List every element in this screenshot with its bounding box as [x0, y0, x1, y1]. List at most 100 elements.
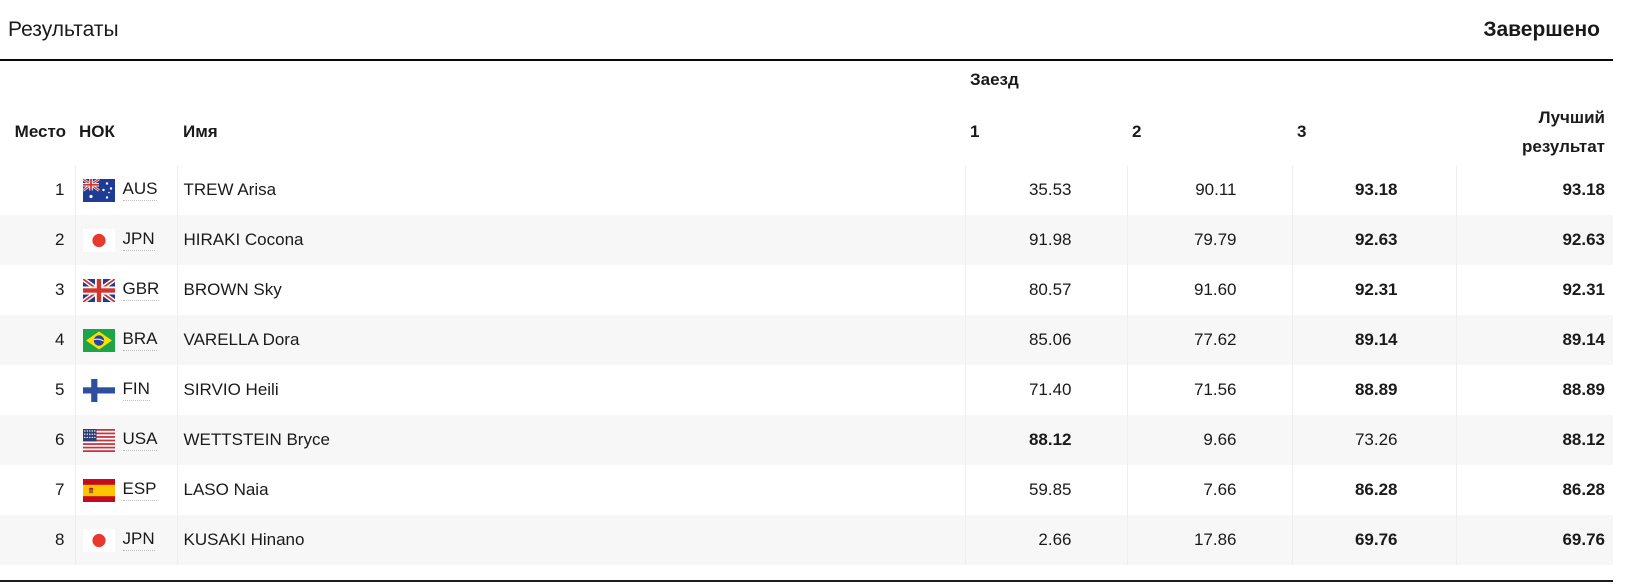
results-title: Результаты [8, 17, 119, 41]
run-1-score-cell: 2.66 [964, 515, 1127, 565]
run-3-score-cell: 88.89 [1291, 365, 1456, 415]
fin-flag-icon [82, 378, 115, 402]
noc-inner: FIN [76, 378, 177, 402]
place-cell: 3 [55, 280, 65, 299]
col-header-best: Лучший результат [1456, 99, 1613, 165]
run-1-score-cell: 85.06 [964, 315, 1127, 365]
header-spacer [0, 61, 965, 99]
results-table-body: 1 AUS TREW Arisa 35.53 90.11 93.18 93.18… [0, 165, 1613, 565]
noc-code[interactable]: ESP [122, 479, 157, 501]
noc-code[interactable]: GBR [122, 279, 160, 301]
run-group-label: Заезд [965, 61, 1456, 99]
noc-code[interactable]: BRA [122, 329, 158, 351]
result-row: 1 AUS TREW Arisa 35.53 90.11 93.18 93.18 [0, 165, 1613, 215]
results-table: Заезд Место НОК Имя 1 2 3 Лучший результ… [0, 61, 1613, 565]
place-cell: 4 [55, 330, 65, 349]
run-2-score-cell: 9.66 [1126, 415, 1292, 465]
noc-code[interactable]: USA [122, 429, 158, 451]
run-3-score-cell: 93.18 [1291, 165, 1456, 215]
bottom-divider [0, 580, 1613, 582]
place-cell: 7 [55, 480, 65, 499]
noc-cell: JPN [74, 515, 177, 565]
best-score-cell: 93.18 [1455, 165, 1613, 215]
best-score-cell: 69.76 [1455, 515, 1613, 565]
noc-cell: USA [74, 415, 177, 465]
noc-inner: GBR [76, 278, 177, 302]
noc-cell: FIN [74, 365, 177, 415]
status-label: Завершено [1483, 17, 1600, 41]
noc-inner: JPN [76, 228, 177, 252]
col-header-noc: НОК [75, 99, 177, 165]
athlete-name-cell: HIRAKI Cocona [176, 215, 965, 265]
place-cell: 1 [55, 180, 65, 199]
best-score-cell: 92.31 [1455, 265, 1613, 315]
run-1-score-cell: 71.40 [964, 365, 1127, 415]
best-score-cell: 88.12 [1455, 415, 1613, 465]
result-row: 7 ESP LASO Naia 59.85 7.66 86.28 86.28 [0, 465, 1613, 515]
col-header-place: Место [0, 99, 75, 165]
jpn-flag-icon [82, 528, 115, 552]
run-2-score-cell: 17.86 [1126, 515, 1292, 565]
noc-inner: ESP [76, 478, 177, 502]
results-table-header: Заезд Место НОК Имя 1 2 3 Лучший результ… [0, 61, 1613, 165]
header-spacer [1456, 61, 1613, 99]
results-titlebar: Результаты Завершено [0, 0, 1613, 61]
result-row: 5 FIN SIRVIO Heili 71.40 71.56 88.89 88.… [0, 365, 1613, 415]
noc-cell: AUS [74, 165, 177, 215]
noc-code[interactable]: JPN [122, 229, 155, 251]
result-row: 3 GBR BROWN Sky 80.57 91.60 92.31 92.31 [0, 265, 1613, 315]
run-3-score-cell: 86.28 [1291, 465, 1456, 515]
athlete-name-cell: LASO Naia [176, 465, 965, 515]
run-1-score-cell: 80.57 [964, 265, 1127, 315]
run-2-score-cell: 90.11 [1126, 165, 1292, 215]
noc-inner: JPN [76, 528, 177, 552]
noc-code[interactable]: FIN [122, 379, 150, 401]
col-header-name: Имя [177, 99, 965, 165]
run-3-score-cell: 92.63 [1291, 215, 1456, 265]
run-1-score-cell: 59.85 [964, 465, 1127, 515]
athlete-name-cell: TREW Arisa [176, 165, 965, 215]
result-row: 6 USA WETTSTEIN Bryce 88.12 9.66 73.26 8… [0, 415, 1613, 465]
noc-inner: BRA [76, 328, 177, 352]
run-group-header-row: Заезд [0, 61, 1613, 99]
col-header-run-2: 2 [1127, 99, 1292, 165]
place-cell: 6 [55, 430, 65, 449]
best-score-cell: 92.63 [1455, 215, 1613, 265]
col-header-run-3: 3 [1292, 99, 1456, 165]
jpn-flag-icon [82, 228, 115, 252]
best-score-cell: 86.28 [1455, 465, 1613, 515]
result-row: 4 BRA VARELLA Dora 85.06 77.62 89.14 89.… [0, 315, 1613, 365]
run-1-score-cell: 91.98 [964, 215, 1127, 265]
athlete-name-cell: SIRVIO Heili [176, 365, 965, 415]
column-header-row: Место НОК Имя 1 2 3 Лучший результат [0, 99, 1613, 165]
run-2-score-cell: 7.66 [1126, 465, 1292, 515]
place-cell: 2 [55, 230, 65, 249]
noc-cell: JPN [74, 215, 177, 265]
results-panel: Результаты Завершено Заезд Место НОК Имя… [0, 0, 1613, 582]
noc-cell: GBR [74, 265, 177, 315]
run-3-score-cell: 89.14 [1291, 315, 1456, 365]
result-row: 8 JPN KUSAKI Hinano 2.66 17.86 69.76 69.… [0, 515, 1613, 565]
run-2-score-cell: 79.79 [1126, 215, 1292, 265]
run-2-score-cell: 71.56 [1126, 365, 1292, 415]
noc-cell: ESP [74, 465, 177, 515]
noc-code[interactable]: AUS [122, 179, 158, 201]
athlete-name-cell: VARELLA Dora [176, 315, 965, 365]
noc-code[interactable]: JPN [122, 529, 155, 551]
athlete-name-cell: BROWN Sky [176, 265, 965, 315]
run-3-score-cell: 69.76 [1291, 515, 1456, 565]
run-1-score-cell: 35.53 [964, 165, 1127, 215]
run-3-score-cell: 73.26 [1291, 415, 1456, 465]
col-header-best-label: Лучший результат [1522, 108, 1605, 156]
noc-inner: AUS [76, 178, 177, 202]
noc-inner: USA [76, 428, 177, 452]
noc-cell: BRA [74, 315, 177, 365]
athlete-name-cell: KUSAKI Hinano [176, 515, 965, 565]
gbr-flag-icon [82, 278, 115, 302]
run-3-score-cell: 92.31 [1291, 265, 1456, 315]
esp-flag-icon [82, 478, 115, 502]
run-2-score-cell: 77.62 [1126, 315, 1292, 365]
col-header-run-1: 1 [965, 99, 1127, 165]
result-row: 2 JPN HIRAKI Cocona 91.98 79.79 92.63 92… [0, 215, 1613, 265]
run-1-score-cell: 88.12 [964, 415, 1127, 465]
